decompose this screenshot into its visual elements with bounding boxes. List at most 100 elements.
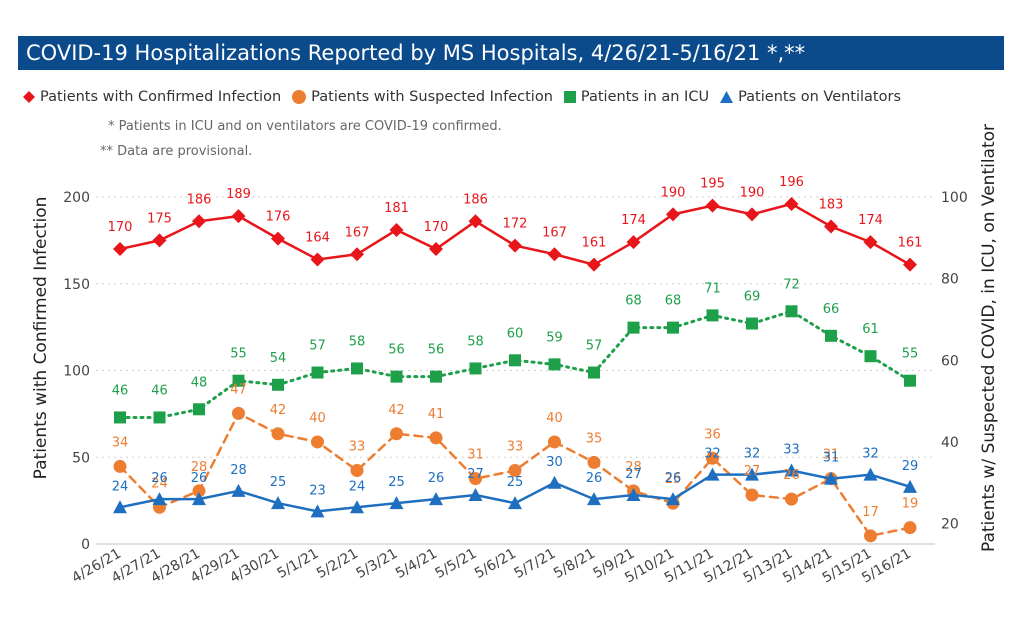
data-point-triangle [626,488,641,502]
data-point-diamond [666,207,680,222]
data-label-circle: 27 [744,464,761,479]
data-label-diamond: 170 [424,220,449,235]
data-label-circle: 41 [428,407,445,422]
data-point-triangle [231,483,246,497]
data-label-diamond: 186 [187,192,212,207]
legend-label-confirmed: Patients with Confirmed Infection [40,89,282,105]
data-point-diamond [626,235,641,250]
data-point-triangle [468,488,483,502]
data-point-square [904,374,916,387]
data-label-square: 58 [467,334,484,349]
data-point-diamond [113,242,127,257]
y-tick-right: 40 [941,435,959,451]
data-point-triangle [389,496,404,510]
data-point-square [430,370,442,383]
data-label-triangle: 27 [625,467,642,482]
data-label-circle: 42 [388,403,405,418]
data-point-triangle [271,496,285,510]
data-label-triangle: 29 [902,459,919,474]
data-label-diamond: 174 [858,213,883,228]
data-label-diamond: 161 [582,236,607,251]
data-label-triangle: 24 [349,479,366,494]
legend-item-ventilators[interactable]: Patients on Ventilators [719,89,901,105]
y-tick-left: 0 [81,537,90,553]
data-label-square: 58 [349,334,366,349]
data-label-triangle: 26 [151,471,168,486]
data-point-diamond [429,242,443,257]
legend-item-suspected[interactable]: Patients with Suspected Infection [291,89,553,105]
data-label-triangle: 31 [823,451,840,466]
data-point-diamond [705,198,720,213]
data-point-triangle [152,492,167,506]
data-point-circle [232,406,245,420]
y-tick-right: 80 [941,272,959,288]
data-label-square: 55 [230,347,247,362]
data-label-square: 68 [625,294,642,309]
legend-label-ventilators: Patients on Ventilators [738,89,902,105]
x-tick-label: 5/5/21 [432,546,479,582]
chart-title: COVID-19 Hospitalizations Reported by MS… [18,36,1004,70]
data-point-diamond [784,196,799,211]
y-axis-title-left: Patients with Confirmed Infection [31,197,51,480]
data-label-triangle: 26 [428,471,445,486]
data-point-triangle [192,492,206,506]
triangle-icon [720,91,734,103]
data-label-circle: 28 [625,460,642,475]
data-point-square [311,366,324,379]
y-axis-title-right: Patients w/ Suspected COVID, in ICU, on … [979,124,999,552]
data-label-circle: 36 [704,427,721,442]
data-point-circle [390,427,403,441]
data-point-square [469,362,482,375]
data-label-square: 57 [309,339,326,354]
data-label-diamond: 174 [621,213,646,228]
data-label-triangle: 33 [783,443,800,458]
x-tick-label: 5/7/21 [511,546,558,582]
y-tick-left: 100 [63,364,90,380]
data-label-diamond: 181 [384,201,409,216]
data-point-square [509,354,521,367]
data-label-diamond: 186 [463,192,488,207]
legend-item-icu[interactable]: Patients in an ICU [563,89,709,105]
data-point-square [272,378,284,391]
data-point-square [351,362,363,375]
data-label-square: 66 [823,302,840,317]
data-label-circle: 33 [349,440,366,455]
data-point-circle [350,464,364,478]
data-label-triangle: 32 [862,447,879,462]
data-point-triangle [508,496,522,510]
data-label-diamond: 164 [305,230,330,245]
data-point-diamond [863,235,878,250]
data-label-square: 54 [270,351,287,366]
data-point-triangle [547,475,562,489]
data-label-square: 48 [191,375,208,390]
data-point-square [114,411,126,424]
data-label-square: 72 [783,277,800,292]
data-label-square: 60 [507,326,524,341]
x-tick-label: 5/3/21 [353,546,400,582]
x-tick-label: 5/8/21 [551,546,598,582]
y-tick-left: 200 [63,190,90,206]
data-point-triangle [824,471,838,485]
data-label-diamond: 167 [542,225,567,240]
data-point-square [706,309,719,322]
data-label-circle: 31 [467,448,484,463]
data-point-circle [429,431,443,445]
data-label-square: 55 [902,347,919,362]
data-label-diamond: 195 [700,177,725,192]
data-point-triangle [705,467,720,481]
legend: Patients with Confirmed Infection Patien… [22,86,911,108]
data-label-square: 69 [744,290,761,305]
data-label-circle: 17 [862,505,879,520]
legend-item-confirmed[interactable]: Patients with Confirmed Infection [22,89,281,105]
data-label-diamond: 167 [345,225,370,240]
circle-icon [292,90,307,104]
data-point-diamond [192,214,206,229]
data-label-triangle: 25 [388,475,405,490]
data-point-diamond [587,257,601,272]
data-label-triangle: 27 [467,467,484,482]
data-point-diamond [824,219,838,234]
data-label-triangle: 25 [270,475,287,490]
data-point-diamond [389,222,404,237]
data-label-diamond: 183 [819,197,844,212]
data-label-triangle: 32 [744,447,761,462]
